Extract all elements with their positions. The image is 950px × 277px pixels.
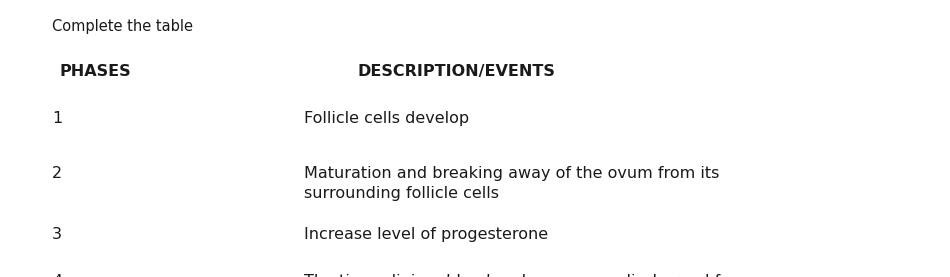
Text: The tissue lining, blood and mucus are discharged from
the female reproductive t: The tissue lining, blood and mucus are d… (304, 274, 752, 277)
Text: DESCRIPTION/EVENTS: DESCRIPTION/EVENTS (357, 64, 555, 79)
Text: Follicle cells develop: Follicle cells develop (304, 111, 469, 126)
Text: Maturation and breaking away of the ovum from its
surrounding follicle cells: Maturation and breaking away of the ovum… (304, 166, 719, 201)
Text: 1: 1 (52, 111, 63, 126)
Text: PHASES: PHASES (59, 64, 131, 79)
Text: 3: 3 (52, 227, 63, 242)
Text: 4: 4 (52, 274, 63, 277)
Text: 2: 2 (52, 166, 63, 181)
Text: Increase level of progesterone: Increase level of progesterone (304, 227, 548, 242)
Text: Complete the table: Complete the table (52, 19, 193, 34)
